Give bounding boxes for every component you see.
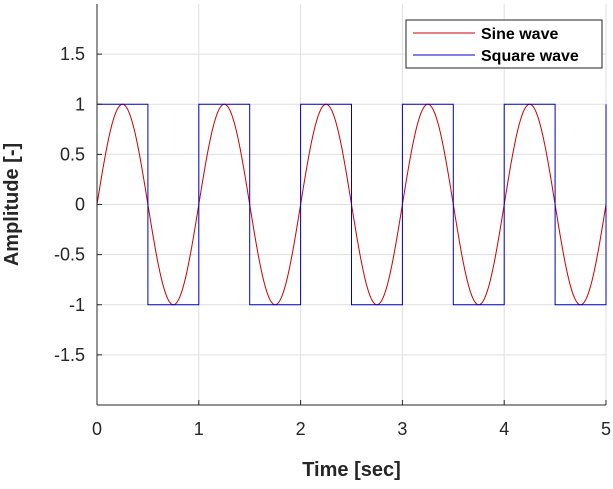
y-tick-label: -0.5 xyxy=(54,245,85,265)
tick-labels: 0 1 2 3 4 5 -1.5 -1 -0.5 0 0.5 1 1.5 xyxy=(54,44,611,439)
x-tick-label: 1 xyxy=(194,419,204,439)
y-tick-label: 0 xyxy=(75,195,85,215)
y-axis-label: Amplitude [-] xyxy=(1,143,23,266)
y-tick-label: -1 xyxy=(69,295,85,315)
y-tick-label: -1.5 xyxy=(54,345,85,365)
legend: Sine wave Square wave xyxy=(405,19,603,69)
x-tick-label: 4 xyxy=(499,419,509,439)
series-layer xyxy=(96,103,607,306)
x-axis-label: Time [sec] xyxy=(302,459,401,481)
y-tick-label: 1 xyxy=(75,94,85,114)
x-tick-label: 2 xyxy=(296,419,306,439)
legend-label-sine-wave: Sine wave xyxy=(481,26,558,43)
x-tick-label: 5 xyxy=(601,419,611,439)
legend-box xyxy=(405,19,603,69)
y-tick-label: 0.5 xyxy=(60,144,85,164)
series-line-square-wave xyxy=(97,103,607,306)
legend-label-square-wave: Square wave xyxy=(481,48,579,65)
y-tick-label: 1.5 xyxy=(60,44,85,64)
axes xyxy=(96,4,607,406)
x-tick-label: 0 xyxy=(92,419,102,439)
x-tick-label: 3 xyxy=(397,419,407,439)
